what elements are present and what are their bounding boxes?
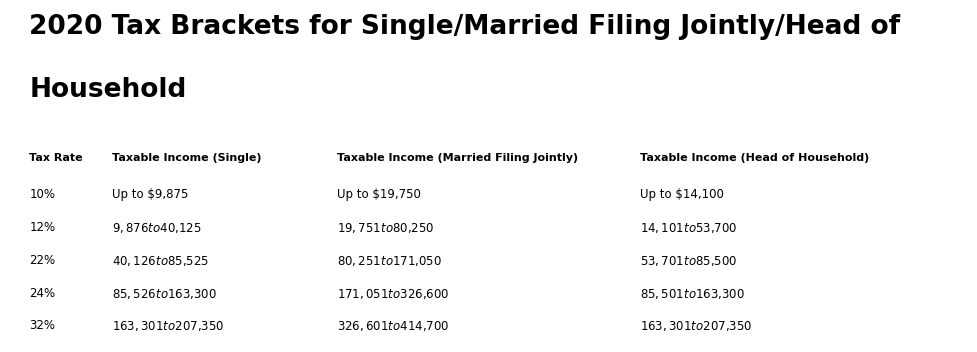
Text: Up to $19,750: Up to $19,750 [337,188,421,201]
Text: $80,251 to $171,050: $80,251 to $171,050 [337,254,442,268]
Text: $326,601 to $414,700: $326,601 to $414,700 [337,319,449,333]
Text: 32%: 32% [29,319,56,332]
Text: Taxable Income (Head of Household): Taxable Income (Head of Household) [640,153,870,163]
Text: 10%: 10% [29,188,56,201]
Text: $85,501 to $163,300: $85,501 to $163,300 [640,287,744,301]
Text: Household: Household [29,77,187,103]
Text: 24%: 24% [29,287,56,300]
Text: $163,301 to $207,350: $163,301 to $207,350 [640,319,752,333]
Text: Up to $9,875: Up to $9,875 [112,188,189,201]
Text: $163,301 to $207,350: $163,301 to $207,350 [112,319,225,333]
Text: $53,701 to $85,500: $53,701 to $85,500 [640,254,738,268]
Text: $85,526 to $163,300: $85,526 to $163,300 [112,287,217,301]
Text: Up to $14,100: Up to $14,100 [640,188,724,201]
Text: 12%: 12% [29,221,56,234]
Text: Taxable Income (Single): Taxable Income (Single) [112,153,262,163]
Text: 2020 Tax Brackets for Single/Married Filing Jointly/Head of: 2020 Tax Brackets for Single/Married Fil… [29,14,901,40]
Text: $14,101 to $53,700: $14,101 to $53,700 [640,221,738,235]
Text: $40,126 to $85,525: $40,126 to $85,525 [112,254,209,268]
Text: $9,876 to $40,125: $9,876 to $40,125 [112,221,202,235]
Text: Taxable Income (Married Filing Jointly): Taxable Income (Married Filing Jointly) [337,153,578,163]
Text: 22%: 22% [29,254,56,267]
Text: Tax Rate: Tax Rate [29,153,83,163]
Text: $171,051 to $326,600: $171,051 to $326,600 [337,287,449,301]
Text: $19,751 to $80,250: $19,751 to $80,250 [337,221,435,235]
